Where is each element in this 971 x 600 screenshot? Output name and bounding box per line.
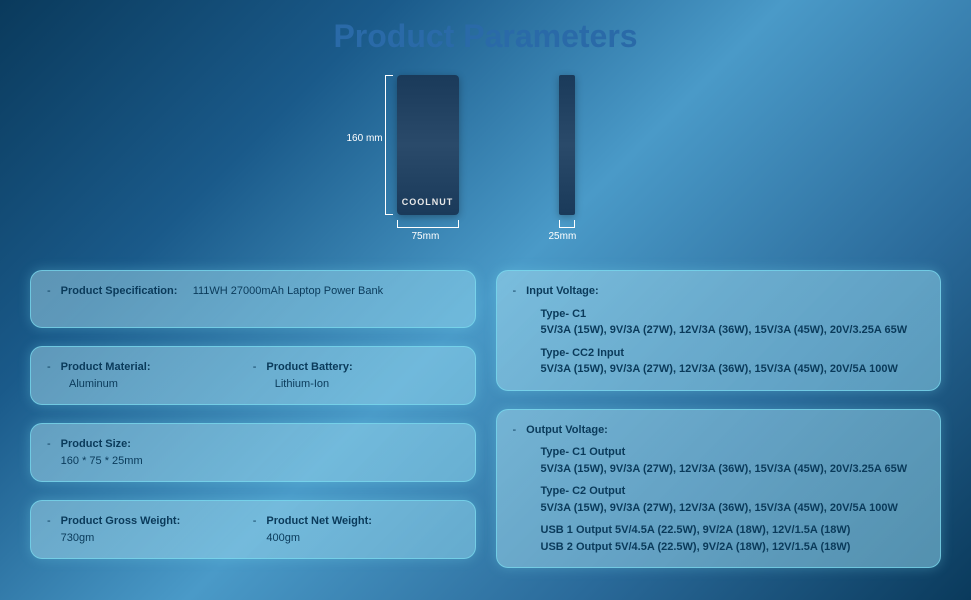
input-voltage-panel: - Input Voltage: Type- C1 5V/3A (15W), 9… (496, 270, 942, 391)
net-weight-label: Product Net Weight: (266, 513, 372, 530)
bullet-dash: - (47, 283, 51, 300)
bullet-dash: - (513, 283, 517, 300)
input-c1-value: 5V/3A (15W), 9V/3A (27W), 12V/3A (36W), … (541, 322, 925, 339)
depth-bracket (559, 220, 575, 228)
dimension-diagram: 160 mm COOLNUT 75mm 25mm (0, 75, 971, 255)
bullet-dash: - (47, 513, 51, 546)
bullet-dash: - (47, 436, 51, 469)
input-cc2-label: Type- CC2 Input (541, 345, 925, 362)
output-c1-label: Type- C1 Output (541, 444, 925, 461)
output-c2-label: Type- C2 Output (541, 483, 925, 500)
bullet-dash: - (253, 513, 257, 546)
battery-label: Product Battery: (266, 359, 352, 376)
input-cc2-value: 5V/3A (15W), 9V/3A (27W), 12V/3A (36W), … (541, 361, 925, 378)
height-label: 160 mm (347, 133, 383, 144)
input-c1-label: Type- C1 (541, 306, 925, 323)
output-c2-value: 5V/3A (15W), 9V/3A (27W), 12V/3A (36W), … (541, 500, 925, 517)
bullet-dash: - (253, 359, 257, 376)
size-panel: - Product Size: 160 * 75 * 25mm (30, 423, 476, 482)
battery-value: Lithium-Ion (253, 376, 459, 393)
bullet-dash: - (513, 422, 517, 439)
material-label: Product Material: (61, 359, 151, 376)
material-battery-panel: - Product Material: Aluminum - Product B… (30, 346, 476, 405)
output-c1-value: 5V/3A (15W), 9V/3A (27W), 12V/3A (36W), … (541, 461, 925, 478)
output-voltage-label: Output Voltage: (526, 422, 608, 439)
gross-weight-label: Product Gross Weight: (61, 513, 181, 530)
material-value: Aluminum (47, 376, 253, 393)
panels-container: - Product Specification: 111WH 27000mAh … (0, 255, 971, 568)
spec-value: 111WH 27000mAh Laptop Power Bank (193, 285, 383, 297)
device-front: COOLNUT (397, 75, 459, 215)
device-side (559, 75, 575, 215)
width-label: 75mm (412, 231, 440, 242)
size-value: 160 * 75 * 25mm (61, 453, 143, 470)
spec-label: Product Specification: (61, 285, 178, 297)
page-title: Product Parameters (0, 0, 971, 55)
output-usb1: USB 1 Output 5V/4.5A (22.5W), 9V/2A (18W… (541, 522, 925, 539)
bullet-dash: - (47, 359, 51, 376)
output-usb2: USB 2 Output 5V/4.5A (22.5W), 9V/2A (18W… (541, 539, 925, 556)
left-column: - Product Specification: 111WH 27000mAh … (30, 270, 476, 568)
brand-logo: COOLNUT (397, 197, 459, 207)
net-weight-value: 400gm (266, 530, 372, 547)
height-bracket (385, 75, 393, 215)
size-label: Product Size: (61, 436, 143, 453)
device-side-view: 25mm (559, 75, 575, 255)
right-column: - Input Voltage: Type- C1 5V/3A (15W), 9… (496, 270, 942, 568)
spec-panel: - Product Specification: 111WH 27000mAh … (30, 270, 476, 328)
device-front-view: 160 mm COOLNUT 75mm (397, 75, 459, 255)
gross-weight-value: 730gm (61, 530, 181, 547)
output-voltage-panel: - Output Voltage: Type- C1 Output 5V/3A … (496, 409, 942, 569)
weight-panel: - Product Gross Weight: 730gm - Product … (30, 500, 476, 559)
width-bracket-front (397, 220, 459, 228)
depth-label: 25mm (549, 231, 577, 242)
input-voltage-label: Input Voltage: (526, 283, 599, 300)
